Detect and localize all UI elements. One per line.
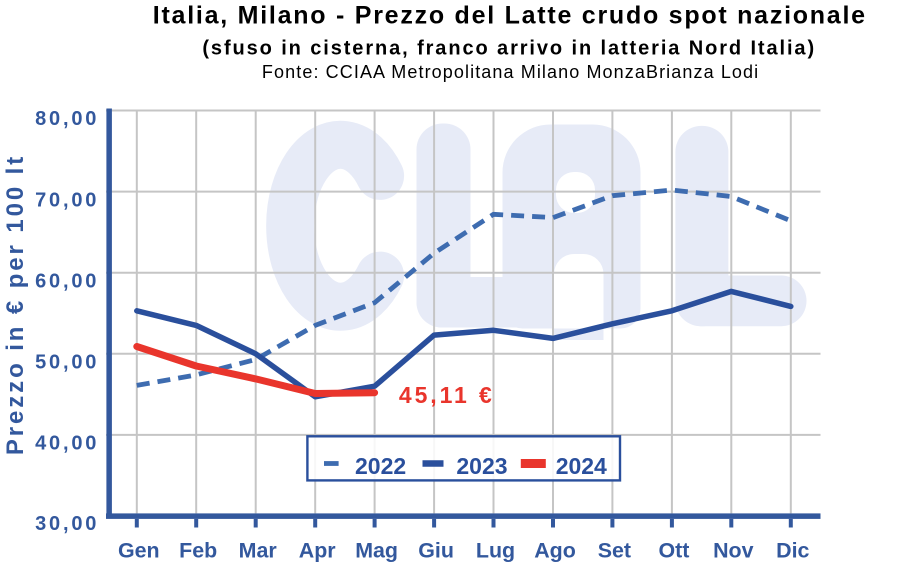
svg-text:Ago: Ago [534,538,576,562]
svg-text:Apr: Apr [299,538,336,562]
svg-text:Prezzo in € per 100 lt: Prezzo in € per 100 lt [2,154,29,455]
svg-text:Lug: Lug [476,538,515,562]
svg-text:60,00: 60,00 [35,270,99,292]
svg-text:2022: 2022 [355,453,406,479]
svg-text:Italia, Milano - Prezzo del La: Italia, Milano - Prezzo del Latte crudo … [153,2,867,30]
svg-text:70,00: 70,00 [35,189,99,211]
svg-text:2023: 2023 [456,453,507,479]
svg-text:80,00: 80,00 [35,108,99,130]
svg-text:Fonte: CCIAA Metropolitana Mil: Fonte: CCIAA Metropolitana Milano MonzaB… [262,62,759,82]
svg-text:40,00: 40,00 [35,433,99,455]
svg-text:(sfuso in cisterna, franco arr: (sfuso in cisterna, franco arrivo in lat… [202,37,816,59]
svg-text:Mag: Mag [355,538,398,562]
svg-text:50,00: 50,00 [35,352,99,374]
svg-text:2024: 2024 [556,453,607,479]
svg-text:Ott: Ott [658,538,689,562]
svg-text:Giu: Giu [418,538,454,562]
svg-text:Mar: Mar [239,538,277,562]
svg-text:30,00: 30,00 [35,513,99,535]
svg-text:Set: Set [598,538,631,562]
svg-text:Dic: Dic [776,538,809,562]
svg-text:45,11 €: 45,11 € [399,382,495,408]
svg-text:Feb: Feb [179,538,217,562]
svg-text:Nov: Nov [713,538,754,562]
svg-text:Gen: Gen [118,538,160,562]
